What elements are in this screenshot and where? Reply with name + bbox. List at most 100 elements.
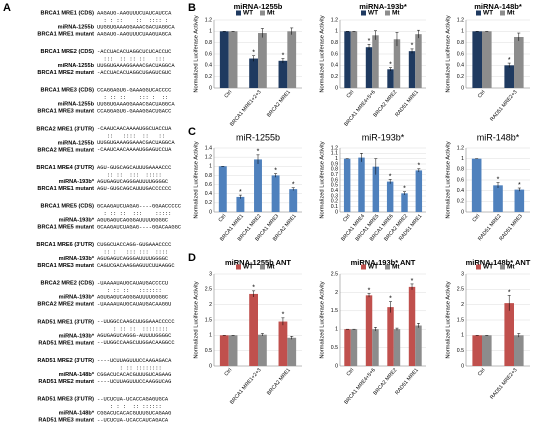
y-tick-label: 0.6 [457, 177, 464, 183]
y-tick-label: 1 [209, 164, 212, 170]
bar [386, 181, 394, 212]
y-tick-label: 2 [461, 302, 464, 308]
y-tick-label: 0 [461, 85, 464, 91]
mirna-label: miRNA-1255b [58, 102, 95, 108]
mutant-sequence: -ACCUACACUAGGCUGAGUCGUC [97, 70, 171, 76]
mutant-label: BRCA2 MRE1 mutant [37, 147, 94, 153]
x-tick-label: BRCA1 MRE1+2+3 [229, 89, 263, 127]
y-tick-label: 0.8 [205, 173, 212, 179]
bar [415, 325, 422, 366]
bar [219, 335, 229, 366]
bar [471, 158, 482, 212]
target-label: RAD51 MRE2 (3'UTR) [37, 358, 94, 364]
y-tick-label: 3 [209, 271, 212, 277]
target-sequence: --UUGGCCAAGCUUGGAAACCCCC [97, 319, 175, 325]
legend-label: WT [243, 264, 253, 271]
y-tick-label: 0.2 [205, 74, 212, 80]
mutant-label: RAD51 MRE1 mutant [38, 340, 94, 346]
mutant-sequence: AAGAUG-AAGUUUCUAAGUAGCA [97, 31, 172, 37]
significance-star: * [257, 149, 260, 156]
bar [258, 334, 267, 366]
mirna-label: miRNA-193b* [59, 295, 95, 301]
x-tick-label: Ctrl [223, 367, 233, 377]
y-tick-label: 0.7 [331, 172, 338, 178]
y-tick-label: 0.6 [457, 51, 464, 57]
mirna-sequence: UUGGUGAAAGGAAACGACUAGGCA [97, 63, 175, 69]
y-tick-label: 1.2 [457, 145, 464, 151]
significance-star: * [389, 295, 392, 302]
bar [514, 189, 525, 212]
y-tick-label: 0.5 [205, 348, 212, 354]
bar [504, 65, 514, 88]
chart-title: miRNA-193b* [359, 2, 407, 11]
y-tick-label: 3 [461, 271, 464, 277]
x-tick-label: BRCA2 MRE1 [266, 89, 292, 118]
legend-label: Mt [392, 264, 400, 271]
bar [350, 329, 358, 366]
pairing: :: :: ::: ::::: [97, 172, 165, 178]
mutant-label: RAD51 MRE2 mutant [38, 379, 94, 385]
mutant-label: BRCA1 MRE2 mutant [37, 70, 94, 76]
bar [514, 335, 524, 366]
legend-swatch [385, 264, 390, 270]
y-tick-label: 1 [335, 29, 338, 35]
bar [219, 31, 229, 88]
target-sequence: CUGGCUACCAGG-GUGAAACCCC [97, 242, 171, 248]
bar [358, 157, 365, 212]
target-label: BRCA2 MRE2 (CDS) [41, 281, 95, 287]
bar [372, 329, 379, 366]
target-sequence: -UAAAAUAUGCAUAUGACCCCU [97, 281, 168, 287]
bar [344, 31, 351, 88]
y-tick-label: 0.6 [331, 177, 338, 183]
mirna-sequence: AGUGAGUCAGGGAUUUUGGGGC [97, 217, 168, 223]
legend-swatch [260, 264, 265, 270]
y-tick-label: 0.4 [457, 188, 464, 194]
y-tick-label: 0.2 [205, 200, 212, 206]
significance-star: * [411, 43, 414, 50]
significance-star: * [403, 186, 406, 193]
y-tick-label: 1 [461, 156, 464, 162]
x-tick-label: Ctrl [346, 367, 356, 377]
bar [504, 303, 514, 366]
bar [365, 47, 373, 88]
significance-star: * [508, 57, 511, 64]
legend-swatch [476, 10, 481, 16]
mutant-label: BRCA1 MRE3 mutant [37, 263, 94, 269]
chart-title: miRNA-148b* ANT [466, 258, 531, 267]
mirna-sequence: CGGACUCACACGUUUGUCAGAAG [97, 410, 171, 416]
significance-star: * [368, 38, 371, 45]
y-tick-label: 0.6 [205, 182, 212, 188]
target-label: BRCA1 MRE5 (CDS) [41, 203, 95, 209]
y-tick-label: 0.2 [457, 199, 464, 205]
significance-star: * [389, 173, 392, 180]
pairing: : : : :: :::::: [97, 404, 168, 410]
mutant-label: BRCA1 MRE3 mutant [37, 109, 94, 115]
bar [408, 51, 416, 88]
x-tick-label: RAD51 MRE2+3 [489, 89, 518, 122]
bar [514, 37, 524, 88]
target-sequence: CCAGGAGUG-GAAAGGUCACCCC [97, 88, 171, 94]
mirna-sequence: AGUGAGUCAGGG-AUUUUGGGGC [97, 333, 171, 339]
mirna-label: miRNA-193b* [59, 256, 95, 262]
mirna-sequence: AGUGAGUCAGGGAUUUUGGGGC [97, 256, 168, 262]
y-tick-label: 0 [335, 209, 338, 215]
mutant-label: BRCA1 MRE1 mutant [37, 186, 94, 192]
y-tick-label: 1.2 [331, 17, 338, 23]
y-axis-label: Normalized Luciferase Activity [194, 141, 200, 218]
significance-star: * [368, 287, 371, 294]
mutant-label: BRCA2 MRE2 mutant [37, 302, 94, 308]
mutant-label: BRCA1 MRE1 mutant [37, 31, 94, 37]
bar [350, 31, 358, 88]
bar [472, 31, 482, 88]
target-label: BRCA1 MRE4 (3'UTR) [36, 165, 94, 171]
mirna-sequence: UUGGUGAAAGGAAACGACUAGGCA [97, 102, 175, 108]
y-tick-label: 1.2 [205, 17, 212, 23]
pairing: : :: :: ::: : :: [97, 95, 168, 101]
pairing: :: : ::: ::: :::: [97, 250, 171, 256]
bar [258, 33, 267, 88]
significance-star: * [282, 312, 285, 319]
target-label: BRCA1 MRE1 (CDS) [41, 10, 95, 16]
target-label: BRCA1 MRE6 (3'UTR) [36, 242, 94, 248]
x-tick-label: RAD51 MRE1 [394, 367, 420, 396]
